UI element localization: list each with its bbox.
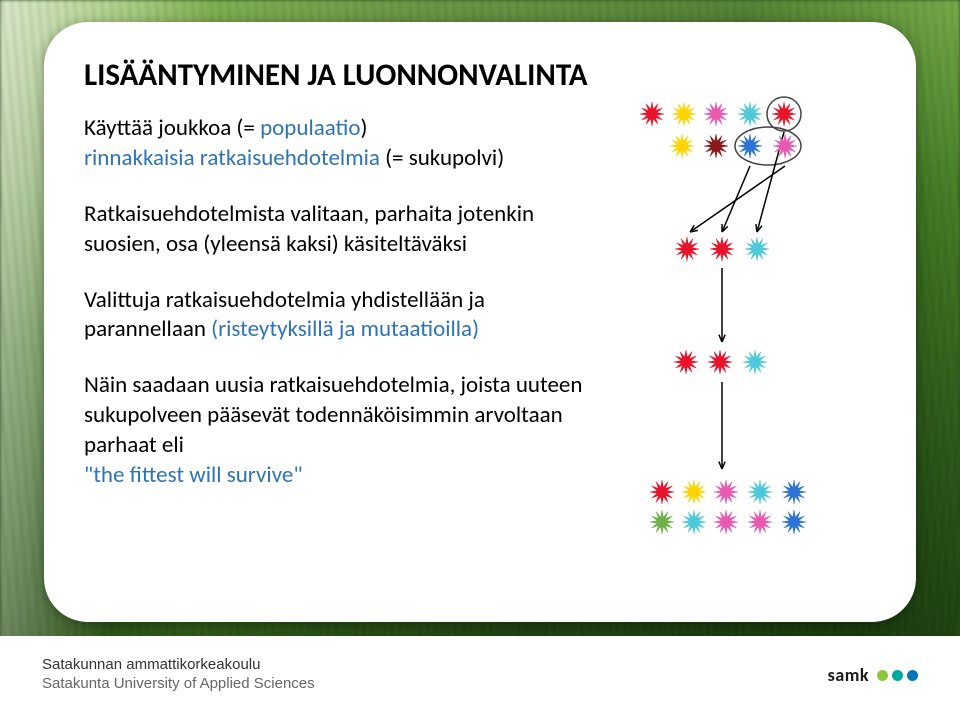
text-column: Käyttää joukkoa (= populaatio) rinnakkai…: [84, 114, 612, 584]
samk-logo: samk: [828, 664, 918, 686]
paragraph-3: Valittuja ratkaisuehdotelmia yhdistellää…: [84, 286, 612, 346]
logo-dots: [877, 670, 918, 681]
paragraph-2: Ratkaisuehdotelmista valitaan, parhaita …: [84, 200, 612, 260]
footer-bar: Satakunnan ammattikorkeakoulu Satakunta …: [0, 636, 960, 714]
evolution-diagram: [632, 114, 876, 584]
slide-card: LISÄÄNTYMINEN JA LUONNONVALINTA Käyttää …: [44, 22, 916, 622]
university-name: Satakunnan ammattikorkeakoulu Satakunta …: [42, 656, 315, 694]
slide-title: LISÄÄNTYMINEN JA LUONNONVALINTA: [84, 56, 876, 94]
paragraph-4: Näin saadaan uusia ratkaisuehdotelmia, j…: [84, 371, 612, 491]
content-row: Käyttää joukkoa (= populaatio) rinnakkai…: [84, 114, 876, 584]
paragraph-1: Käyttää joukkoa (= populaatio) rinnakkai…: [84, 114, 612, 174]
